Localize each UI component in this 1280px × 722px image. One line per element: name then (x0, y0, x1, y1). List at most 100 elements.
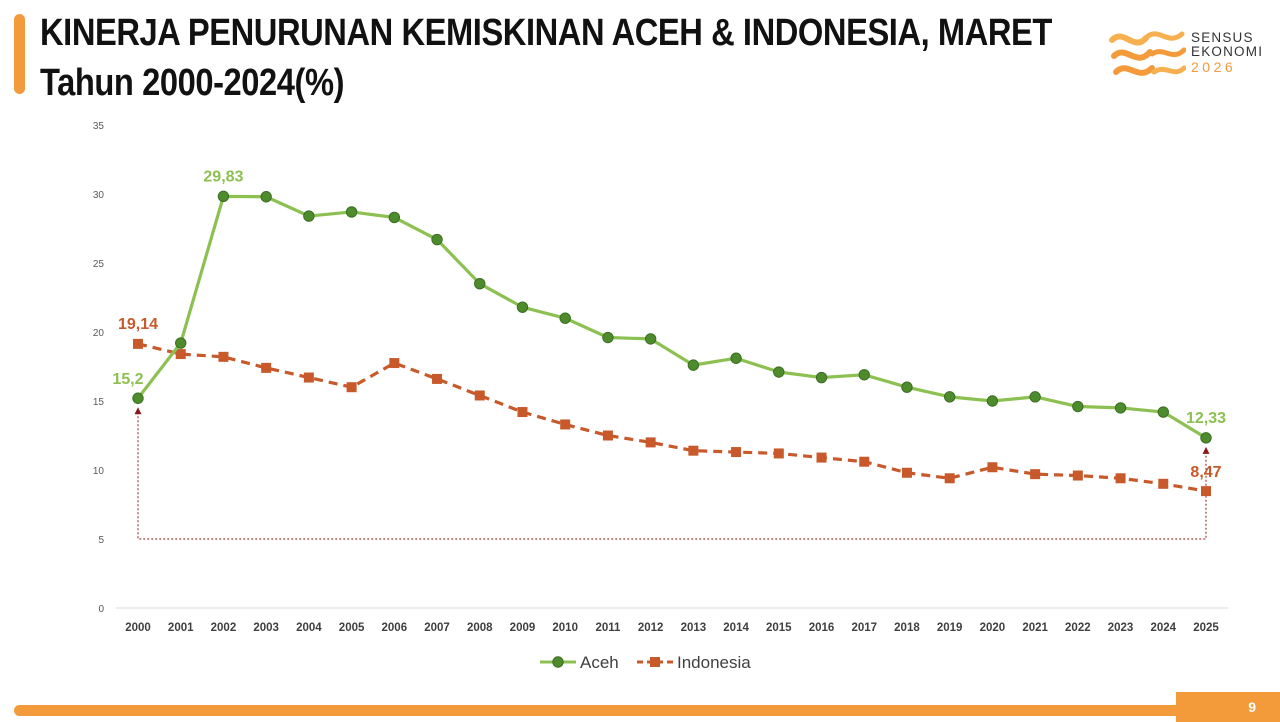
page-title: KINERJA PENURUNAN KEMISKINAN ACEH & INDO… (40, 8, 1052, 108)
y-tick-label-20: 20 (93, 328, 105, 339)
x-tick-label-2022: 2022 (1065, 622, 1091, 634)
point-aceh-2016 (815, 371, 828, 384)
comparison-bracket (134, 407, 1210, 540)
data-label-aceh-2000: 15,2 (112, 371, 143, 388)
point-indonesia-2000 (133, 338, 143, 349)
point-aceh-2006 (388, 211, 401, 224)
point-indonesia-2006 (389, 358, 400, 369)
series-line-indonesia (137, 342, 1207, 493)
page-title-line1: KINERJA PENURUNAN KEMISKINAN ACEH & INDO… (40, 12, 1052, 54)
point-aceh-2003 (260, 191, 272, 203)
y-tick-label-15: 15 (93, 397, 105, 408)
x-axis: 2000 2001 2002 2003 2004 2005 2006 2007 2008 2009… (116, 607, 1228, 634)
x-tick-label-2012: 2012 (638, 622, 664, 634)
x-tick-label-2016: 2016 (809, 622, 835, 634)
bracket-arrow-end (1202, 446, 1210, 454)
chart-legend: Aceh Indonesia (540, 653, 751, 672)
point-indonesia-2009 (517, 407, 528, 418)
sensus-ekonomi-logo-text: SENSUS EKONOMI 2026 (1191, 30, 1264, 75)
point-indonesia-2023 (1115, 473, 1126, 484)
y-tick-label-0: 0 (98, 604, 104, 615)
point-aceh-2025 (1200, 432, 1212, 444)
point-aceh-2019 (943, 391, 956, 403)
x-tick-label-2020: 2020 (980, 622, 1006, 634)
point-indonesia-2012 (645, 437, 656, 448)
x-tick-label-2015: 2015 (766, 622, 792, 634)
x-tick-label-2001: 2001 (168, 622, 194, 634)
data-label-aceh-2002: 29,83 (203, 168, 243, 185)
x-tick-label-2014: 2014 (723, 622, 749, 634)
point-indonesia-2016 (816, 452, 827, 463)
title-accent-bar (14, 14, 25, 94)
point-indonesia-2002 (218, 351, 229, 362)
point-aceh-2018 (901, 381, 913, 393)
x-tick-label-2007: 2007 (424, 622, 450, 634)
y-tick-label-10: 10 (93, 466, 105, 477)
y-tick-label-25: 25 (93, 259, 105, 270)
point-indonesia-2015 (773, 448, 784, 459)
point-aceh-2017 (858, 369, 870, 381)
sensus-ekonomi-logo-mark (1109, 31, 1186, 76)
point-aceh-2012 (644, 333, 657, 345)
x-tick-label-2011: 2011 (595, 622, 621, 634)
point-indonesia-2008 (474, 390, 485, 401)
point-indonesia-2003 (261, 362, 272, 373)
x-tick-label-2003: 2003 (253, 622, 279, 634)
point-aceh-2024 (1157, 406, 1169, 418)
point-aceh-2020 (986, 395, 999, 407)
page-title-line2: Tahun 2000-2024(%) (40, 62, 345, 104)
series-line-aceh (136, 194, 1207, 440)
point-aceh-2015 (773, 366, 785, 378)
data-label-indonesia-2000: 19,14 (118, 316, 158, 333)
footer-accent-bar (14, 705, 1244, 716)
x-tick-label-2004: 2004 (296, 622, 322, 634)
point-aceh-2004 (303, 210, 315, 222)
x-tick-label-2024: 2024 (1150, 622, 1176, 634)
point-indonesia-2019 (944, 473, 955, 484)
point-aceh-2000 (132, 392, 144, 404)
point-indonesia-2007 (432, 373, 443, 384)
y-tick-label-5: 5 (98, 535, 104, 546)
point-aceh-2002 (217, 190, 230, 203)
point-indonesia-2014 (731, 447, 742, 458)
x-tick-label-2023: 2023 (1108, 622, 1134, 634)
point-indonesia-2005 (346, 382, 357, 393)
point-indonesia-2020 (987, 462, 998, 473)
logo-text-line2: EKONOMI (1191, 44, 1264, 59)
x-tick-label-2005: 2005 (339, 622, 365, 634)
x-tick-label-2013: 2013 (681, 622, 707, 634)
point-aceh-2005 (345, 206, 358, 218)
x-tick-label-2010: 2010 (552, 622, 578, 634)
point-aceh-2011 (602, 331, 614, 344)
data-label-aceh-2025: 12,33 (1186, 410, 1226, 427)
x-tick-label-2021: 2021 (1022, 622, 1048, 634)
point-aceh-2010 (559, 312, 571, 324)
logo-text-year: 2026 (1191, 59, 1237, 75)
y-axis: 0 5 10 15 20 25 30 35 (93, 121, 105, 615)
data-labels: 15,2 29,83 12,33 19,14 8,47 (112, 168, 1226, 481)
y-tick-label-35: 35 (93, 121, 105, 132)
point-indonesia-2013 (688, 445, 699, 456)
point-aceh-2014 (730, 352, 742, 364)
point-indonesia-2021 (1030, 469, 1041, 480)
x-tick-label-2006: 2006 (382, 622, 408, 634)
point-aceh-2008 (474, 278, 486, 290)
page-number: 9 (1176, 692, 1280, 722)
legend-marker-indonesia (650, 657, 660, 667)
x-tick-label-2019: 2019 (937, 622, 963, 634)
x-tick-label-2000: 2000 (125, 622, 151, 634)
sensus-ekonomi-logo: SENSUS EKONOMI 2026 (1108, 26, 1268, 82)
chart-series (132, 190, 1212, 497)
x-tick-label-2018: 2018 (894, 622, 920, 634)
point-indonesia-2017 (859, 456, 870, 467)
point-aceh-2001 (175, 337, 187, 349)
logo-text-line1: SENSUS (1191, 30, 1254, 45)
point-indonesia-2025 (1201, 486, 1211, 497)
point-aceh-2013 (687, 359, 700, 371)
x-tick-label-2017: 2017 (851, 622, 877, 634)
y-tick-label-30: 30 (93, 190, 105, 201)
point-indonesia-2011 (602, 430, 613, 441)
point-indonesia-2018 (901, 467, 912, 478)
bracket-arrow-start (134, 407, 142, 415)
